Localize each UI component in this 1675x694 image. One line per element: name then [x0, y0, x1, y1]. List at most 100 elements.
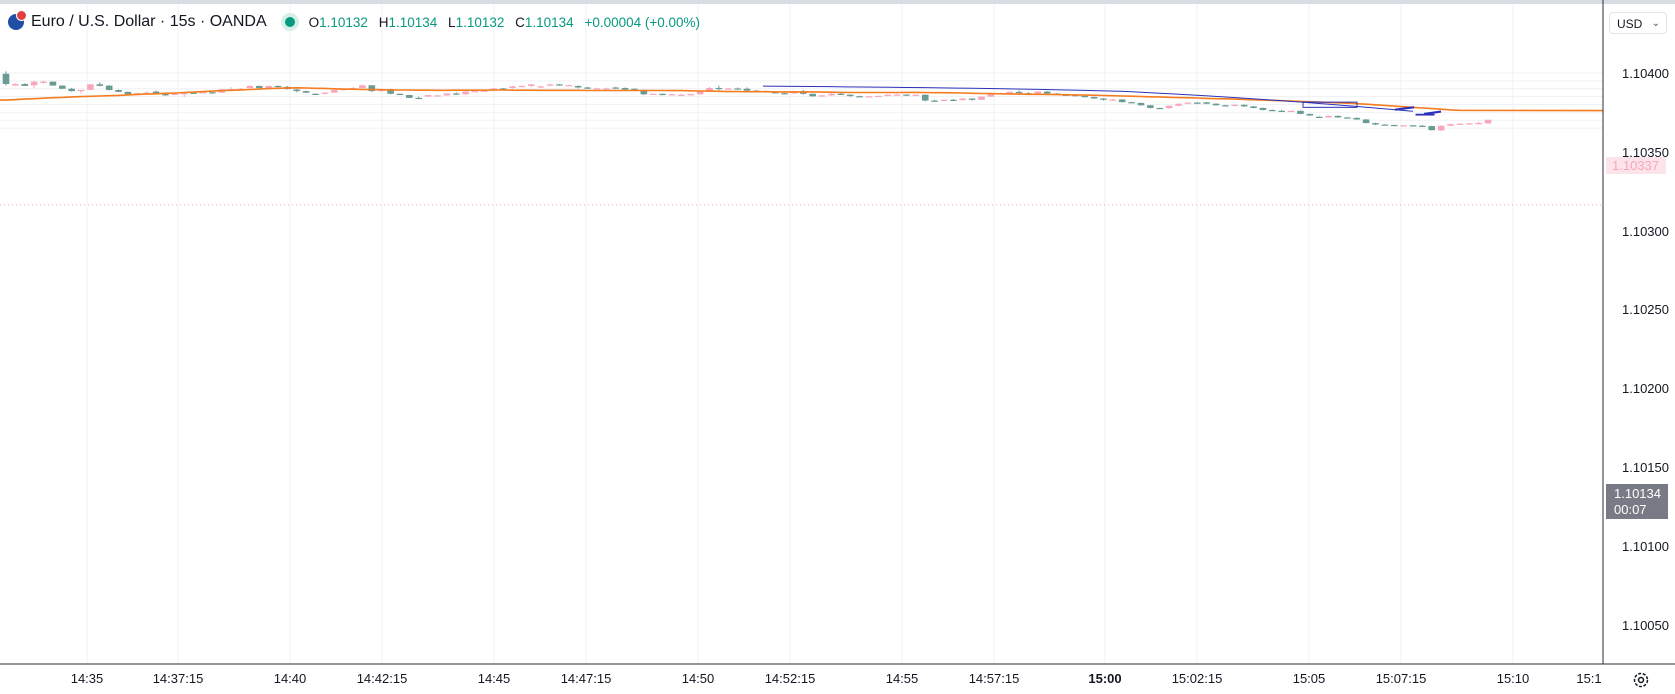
candle-body	[828, 93, 835, 96]
candle-body	[1456, 123, 1464, 125]
candle-body	[1175, 103, 1182, 106]
market-status-icon[interactable]	[284, 17, 295, 27]
time-tick: 15:05	[1292, 671, 1326, 686]
candle-body	[115, 90, 122, 92]
candle-body	[77, 89, 85, 92]
high-label: H	[378, 14, 389, 30]
candle-body	[105, 85, 113, 91]
candle-body	[931, 100, 938, 102]
symbol-legend: Euro / U.S. Dollar · 15s · OANDA O1.1013…	[8, 10, 707, 32]
candle-body	[143, 92, 150, 94]
moving-average-line[interactable]	[0, 86, 1604, 112]
candle-body	[209, 92, 216, 94]
candle-body	[1043, 91, 1051, 94]
candle-body	[527, 84, 535, 86]
candle-body	[1409, 125, 1417, 127]
candle-body	[1400, 125, 1407, 127]
time-tick: 15:00	[1088, 671, 1122, 686]
time-tick: 14:42:15	[356, 671, 408, 686]
bar-countdown: 00:07	[1614, 502, 1647, 517]
candle-body	[1193, 102, 1201, 104]
candle-body	[58, 85, 66, 89]
candle-body	[593, 88, 601, 90]
candle-body	[987, 93, 995, 97]
time-tick: 14:50	[681, 671, 715, 686]
candle-body	[1390, 124, 1398, 127]
candle-body	[1090, 96, 1098, 99]
candle-body	[87, 84, 94, 90]
candle-body	[1344, 117, 1351, 119]
candle-body	[846, 94, 854, 97]
candle-body	[171, 93, 179, 95]
candle-body	[856, 96, 863, 98]
candle-body	[1259, 107, 1267, 111]
candle-body	[865, 96, 873, 98]
candle-body	[734, 88, 741, 90]
candles[interactable]	[2, 71, 1492, 131]
candle-body	[293, 89, 301, 92]
candle-body	[875, 95, 882, 98]
candle-body	[715, 87, 723, 90]
grid-lines	[0, 4, 1603, 664]
candle-body	[1306, 113, 1314, 116]
last-price-tag: 1.10337	[1606, 157, 1666, 174]
candle-body	[1137, 102, 1145, 106]
candle-body	[424, 95, 432, 97]
time-tick: 14:52:15	[764, 671, 816, 686]
candle-body	[912, 94, 920, 96]
candle-body	[471, 91, 479, 93]
currency-label: USD	[1617, 17, 1643, 31]
candle-body	[809, 93, 816, 97]
candle-body	[1240, 104, 1248, 107]
candle-body	[556, 84, 563, 86]
symbol-title[interactable]: Euro / U.S. Dollar · 15s · OANDA	[31, 13, 267, 30]
current-price-tag: 1.10134 00:07	[1606, 484, 1668, 519]
candle-body	[781, 93, 788, 95]
time-tick: 14:57:15	[968, 671, 1020, 686]
price-tick: 1.10350	[1622, 145, 1669, 160]
candle-body	[706, 87, 713, 92]
candle-body	[921, 94, 929, 101]
candle-body	[274, 85, 282, 88]
price-tick: 1.10300	[1622, 224, 1669, 239]
currency-select[interactable]: USD ⌄	[1609, 12, 1667, 34]
drawings[interactable]	[762, 85, 1442, 116]
candle-body	[162, 93, 169, 96]
candle-body	[1128, 102, 1135, 104]
gear-icon[interactable]	[1631, 670, 1651, 690]
candle-body	[1297, 110, 1304, 114]
time-tick: 14:55	[885, 671, 919, 686]
candle-body	[537, 86, 544, 88]
brush-stroke	[1423, 110, 1442, 116]
candle-body	[152, 91, 160, 94]
candle-body	[396, 93, 404, 95]
candle-body	[565, 85, 573, 87]
candle-body	[1015, 91, 1023, 94]
time-tick: 14:37:15	[152, 671, 204, 686]
close-label: C	[515, 14, 525, 30]
curve-drawing	[762, 85, 1414, 112]
candle-body	[415, 97, 423, 100]
candle-body	[1212, 103, 1220, 106]
price-tick: 1.10200	[1622, 381, 1669, 396]
candle-body	[1334, 115, 1342, 118]
time-tick: 14:40	[273, 671, 307, 686]
candle-body	[255, 85, 263, 88]
candle-body	[1437, 125, 1445, 131]
candle-body	[1372, 123, 1379, 125]
high-value: 1.10134	[388, 14, 438, 30]
rectangle-drawing	[1302, 101, 1358, 108]
price-tick: 1.10400	[1622, 66, 1669, 81]
candle-body	[68, 88, 75, 92]
candle-body	[518, 85, 526, 88]
candle-body	[1100, 98, 1107, 100]
candle-body	[2, 73, 10, 85]
time-tick: 14:45	[477, 671, 511, 686]
candle-body	[574, 85, 582, 88]
candle-body	[406, 95, 413, 98]
candle-body	[743, 88, 751, 91]
candle-body	[837, 93, 845, 95]
candle-body	[1222, 105, 1229, 107]
candle-body	[462, 91, 469, 95]
